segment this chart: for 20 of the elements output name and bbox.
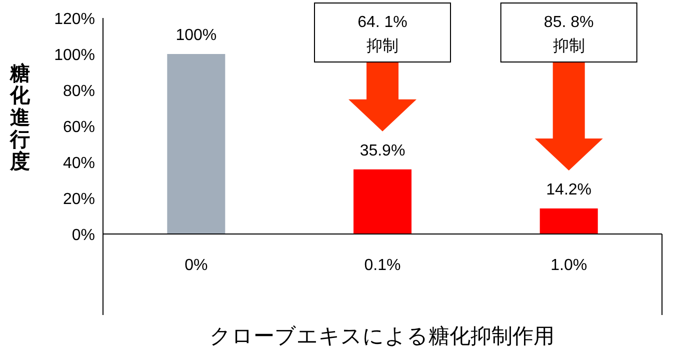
bar bbox=[354, 169, 412, 234]
x-axis-title: クローブエキスによる糖化抑制作用 bbox=[210, 325, 554, 348]
y-axis-title: 糖化進行度 bbox=[9, 62, 31, 173]
x-tick-label: 0% bbox=[184, 257, 208, 274]
y-tick-label: 40% bbox=[62, 155, 95, 172]
data-label: 14.2% bbox=[546, 181, 592, 198]
annotation: 64. 1% 抑制 bbox=[358, 14, 408, 55]
y-tick-label: 120% bbox=[54, 11, 95, 28]
y-tick-label: 20% bbox=[62, 191, 95, 208]
annotation: 85. 8% 抑制 bbox=[544, 14, 594, 55]
bar bbox=[167, 54, 226, 234]
y-tick-label: 100% bbox=[54, 47, 95, 64]
data-label: 100% bbox=[176, 27, 217, 44]
x-tick-label: 1.0% bbox=[550, 257, 588, 274]
bar bbox=[540, 208, 598, 234]
y-tick-label: 60% bbox=[62, 119, 95, 136]
y-tick-label: 80% bbox=[62, 83, 95, 100]
x-tick-label: 0.1% bbox=[364, 257, 401, 274]
data-label: 35.9% bbox=[360, 142, 406, 160]
y-tick-label: 0% bbox=[72, 227, 95, 244]
